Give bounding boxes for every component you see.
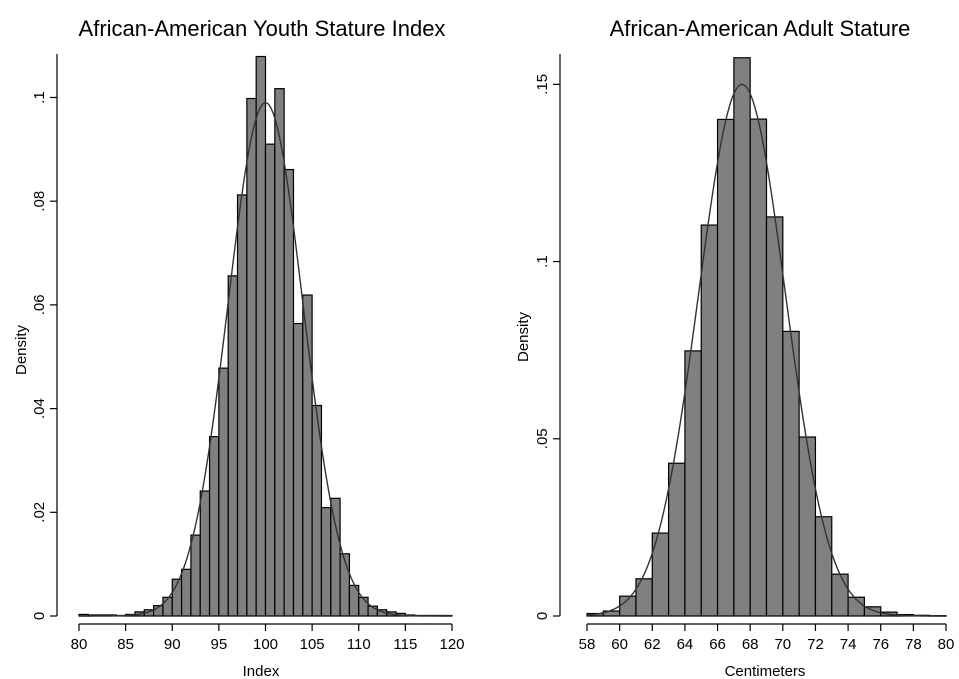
- y-tick-label: .1: [31, 91, 48, 104]
- histogram-bar: [831, 573, 849, 617]
- histogram-bar: [236, 194, 248, 617]
- y-tick-label: .02: [31, 502, 48, 523]
- histogram-bar: [218, 367, 229, 617]
- y-tick-label: .08: [31, 191, 48, 212]
- histogram-bar: [283, 168, 295, 617]
- x-tick-label: 85: [117, 636, 134, 653]
- density-curve: [79, 101, 452, 617]
- histogram-bar: [733, 57, 751, 617]
- histogram-bars: [78, 55, 453, 617]
- histogram-bar: [180, 568, 192, 617]
- adult-stature-panel: African-American Adult Stature Centimete…: [515, 16, 954, 679]
- x-tick-label: 58: [579, 636, 596, 653]
- y-tick-label: .06: [31, 294, 48, 315]
- x-tick-label: 90: [164, 636, 181, 653]
- histogram-bar: [292, 322, 304, 617]
- y-tick-label: .1: [534, 255, 551, 268]
- x-tick-label: 115: [393, 636, 417, 653]
- x-axis: 58 60 62 64 66 68 70 72 74 76 78 80: [579, 623, 955, 653]
- x-tick-label: 110: [347, 636, 371, 653]
- histogram-bar: [320, 507, 332, 617]
- histogram-bar: [227, 275, 239, 617]
- histogram-bar: [700, 224, 719, 617]
- histogram-bar: [264, 143, 276, 617]
- x-tick-label: 95: [211, 636, 228, 653]
- x-tick-label: 105: [300, 636, 325, 653]
- histogram-bar: [246, 97, 257, 617]
- histogram-bar: [190, 534, 201, 617]
- histogram-bar: [716, 118, 735, 617]
- y-axis-label: Density: [515, 311, 532, 362]
- y-tick-label: .04: [31, 398, 48, 419]
- y-axis-label: Density: [13, 324, 30, 375]
- x-axis-label: Centimeters: [725, 663, 806, 679]
- histogram-bar: [274, 88, 285, 617]
- histogram-bar: [684, 350, 702, 617]
- histogram-bar: [339, 553, 351, 617]
- histogram-bar: [667, 462, 686, 617]
- x-tick-label: 60: [611, 636, 628, 653]
- x-tick-label: 70: [774, 636, 791, 653]
- x-axis-label: Index: [243, 663, 280, 679]
- youth-stature-panel: African-American Youth Stature Index Ind…: [13, 16, 465, 679]
- x-tick-label: 66: [709, 636, 726, 653]
- density-curve: [586, 83, 946, 617]
- chart-title: African-American Youth Stature Index: [79, 16, 446, 41]
- histogram-bar: [863, 606, 882, 617]
- histogram-bar: [798, 436, 817, 617]
- x-tick-label: 64: [677, 636, 694, 653]
- y-tick-label: 0: [534, 612, 551, 620]
- y-tick-label: .15: [534, 74, 551, 95]
- histogram-bar: [814, 516, 833, 617]
- histogram-bar: [749, 118, 768, 617]
- x-tick-label: 68: [742, 636, 759, 653]
- histogram-bar: [358, 596, 369, 617]
- x-axis: 80 85 90 95 100 105 110 115 120: [71, 623, 465, 653]
- histogram-bars: [586, 57, 947, 617]
- chart-title: African-American Adult Stature: [610, 16, 911, 41]
- y-axis: 0 .05 .1 .15: [534, 54, 561, 620]
- x-tick-label: 80: [938, 636, 955, 653]
- x-tick-label: 120: [439, 636, 464, 653]
- x-tick-label: 78: [905, 636, 922, 653]
- y-tick-label: 0: [31, 612, 48, 620]
- x-tick-label: 80: [71, 636, 88, 653]
- histogram-bar: [162, 596, 173, 617]
- histogram-bar: [208, 435, 220, 617]
- x-tick-label: 74: [840, 636, 857, 653]
- x-tick-label: 100: [253, 636, 278, 653]
- histogram-bar: [199, 490, 211, 617]
- x-tick-label: 76: [872, 636, 889, 653]
- histogram-bar: [330, 497, 341, 617]
- y-tick-label: .05: [534, 428, 551, 449]
- x-tick-label: 62: [644, 636, 661, 653]
- histogram-bar: [255, 55, 267, 617]
- y-axis: 0 .02 .04 .06 .08 .1: [31, 54, 58, 620]
- histogram-bar: [765, 216, 784, 617]
- x-tick-label: 72: [807, 636, 824, 653]
